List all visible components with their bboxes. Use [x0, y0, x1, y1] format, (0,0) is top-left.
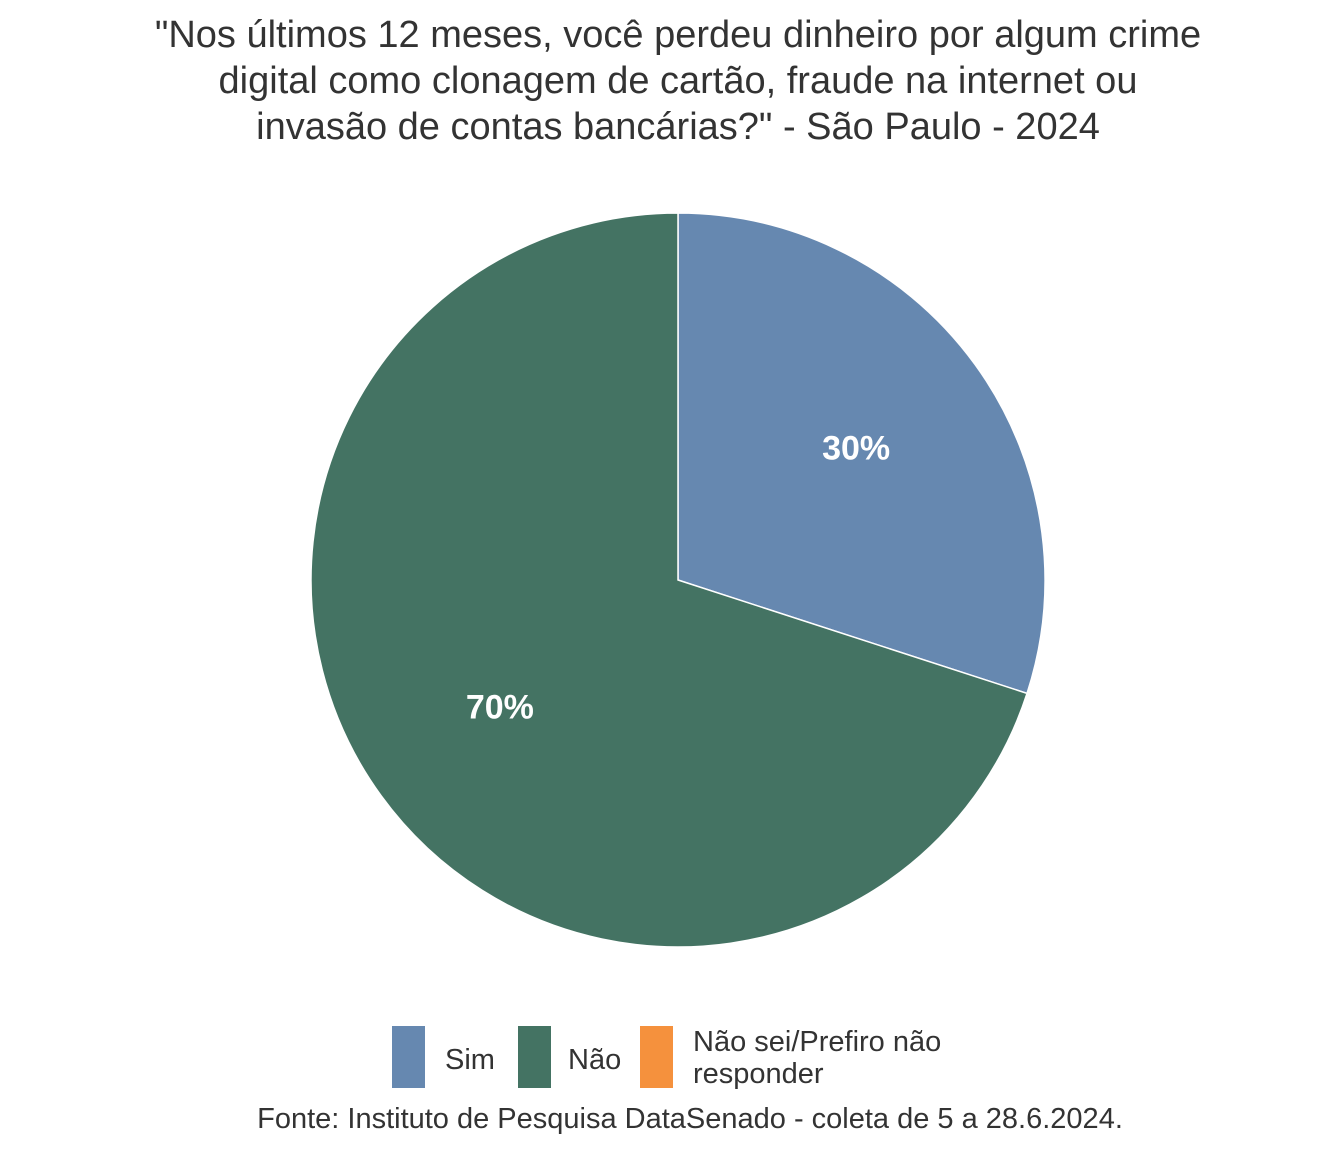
chart-title-line-1: "Nos últimos 12 meses, você perdeu dinhe…	[154, 14, 1202, 56]
legend-swatch-sim	[392, 1026, 425, 1088]
pie-value-label-1: 70%	[466, 688, 534, 726]
legend-label-sim-line-1: Sim	[445, 1044, 495, 1076]
pie-value-label-0: 30%	[822, 430, 890, 468]
source-note: Fonte: Instituto de Pesquisa DataSenado …	[257, 1103, 1123, 1135]
chart-title: "Nos últimos 12 meses, você perdeu dinhe…	[0, 12, 1344, 150]
pie-chart: 30% 70%	[310, 212, 1046, 948]
pie-slice-0	[677, 212, 1046, 695]
legend-swatch-nao	[518, 1026, 551, 1088]
legend-label-nao-line-1: Não	[568, 1044, 622, 1076]
chart-title-line-3: invasão de contas bancárias?" - São Paul…	[256, 106, 1100, 148]
legend-label-nao-sei-line-1: Não sei/Prefiro não	[693, 1026, 942, 1058]
legend-swatch-nao-sei	[640, 1026, 673, 1088]
legend-label-nao-sei: Não sei/Prefiro não responder	[693, 1026, 941, 1090]
legend: Sim Não Não sei/Prefiro não responder	[0, 1026, 1344, 1090]
pie-slice-1	[310, 212, 1028, 948]
pie-slices	[310, 212, 1046, 948]
legend-label-sim: Sim	[445, 1044, 495, 1076]
pie-value-labels: 30% 70%	[466, 430, 890, 727]
legend-label-nao-sei-line-2: responder	[693, 1058, 824, 1090]
chart-title-line-2: digital como clonagem de cartão, fraude …	[218, 60, 1138, 102]
legend-label-nao: Não	[568, 1044, 621, 1076]
